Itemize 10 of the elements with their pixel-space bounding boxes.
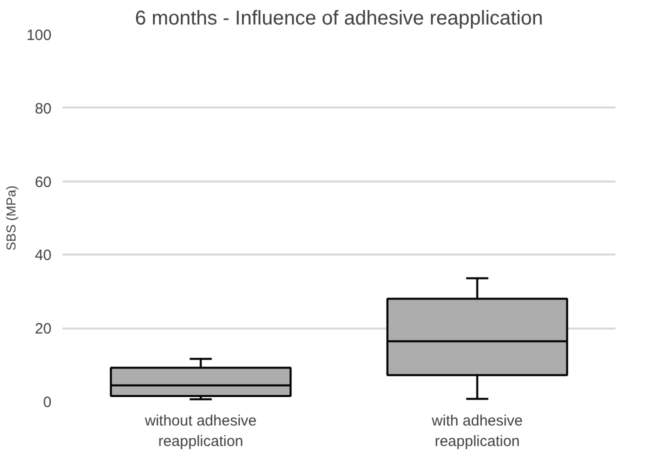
y-axis-title: SBS (MPa) bbox=[3, 185, 18, 251]
x-tick-label: with adhesive reapplication bbox=[430, 412, 523, 450]
chart-title: 6 months - Influence of adhesive reapplication bbox=[134, 8, 544, 30]
y-tick-label: 0 bbox=[43, 394, 52, 411]
y-tick-label: 60 bbox=[34, 174, 52, 191]
y-tick-label: 20 bbox=[34, 320, 52, 338]
y-tick-label: 80 bbox=[34, 100, 52, 118]
x-tick-label: without adhesive reapplication bbox=[144, 412, 257, 450]
y-tick-label: 100 bbox=[26, 27, 52, 44]
y-tick-label: 40 bbox=[34, 247, 52, 264]
